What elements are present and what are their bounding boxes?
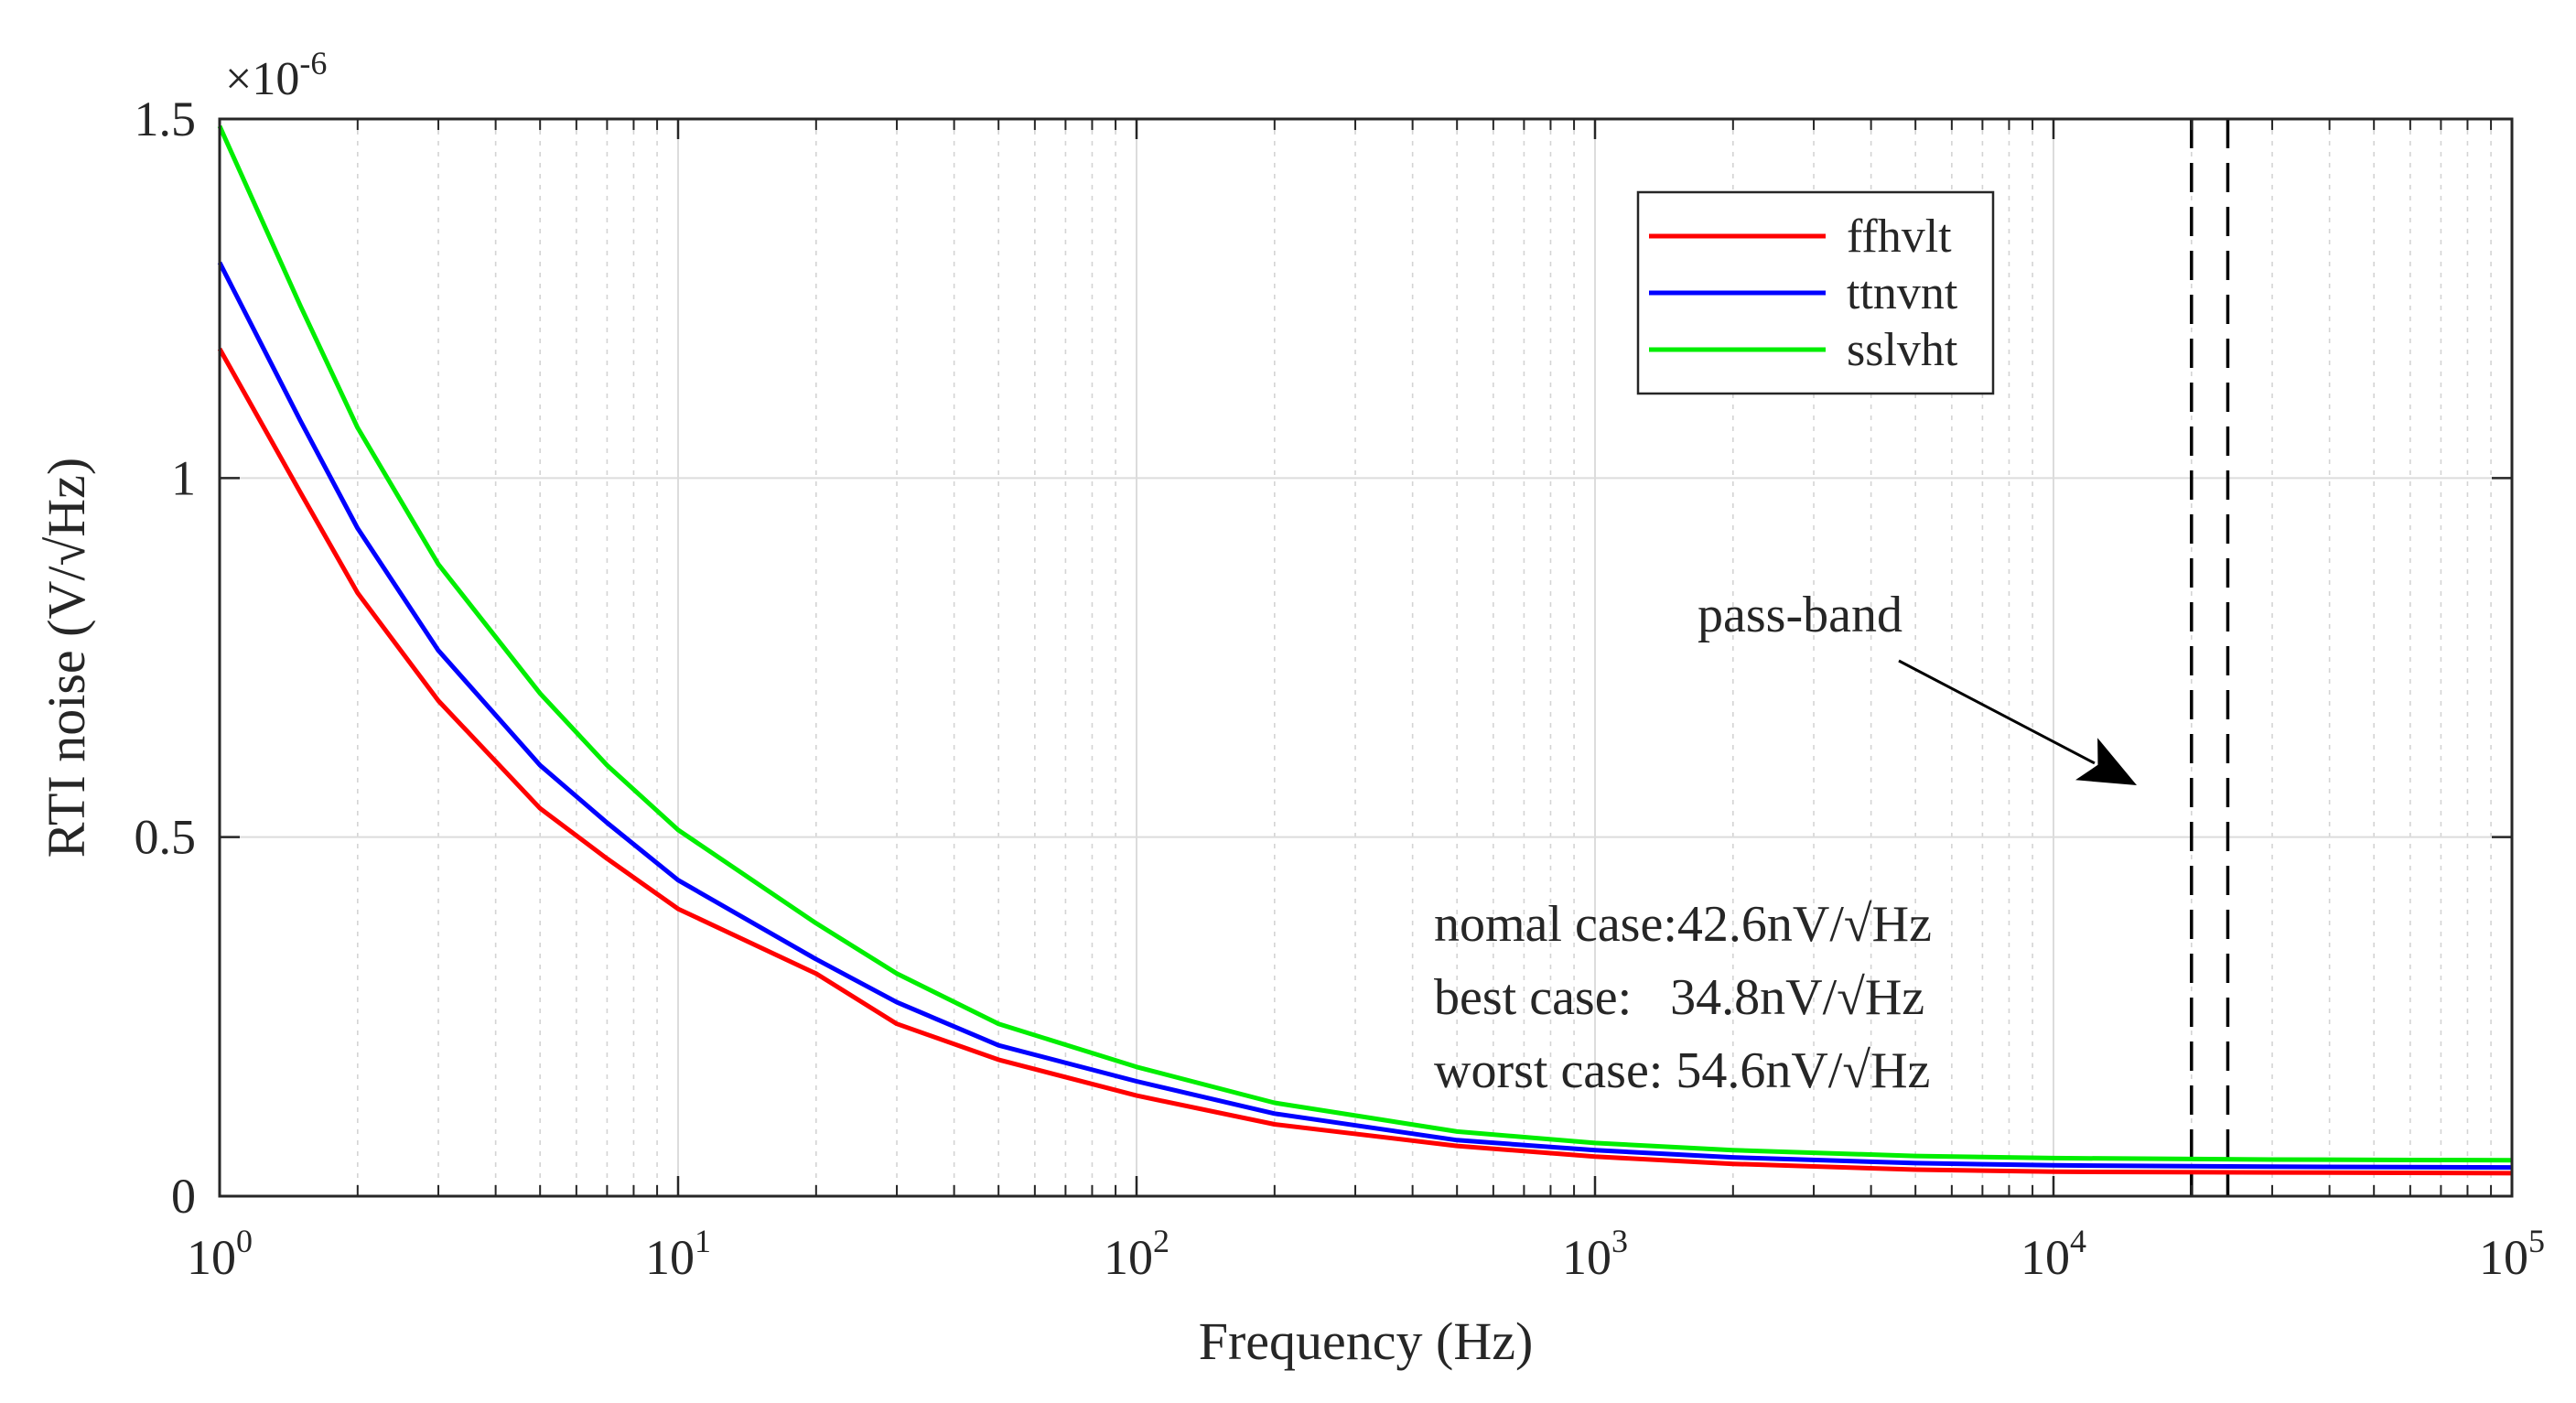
- y-axis-multiplier: ×10-6: [225, 45, 327, 105]
- y-tick-label: 0.5: [135, 810, 197, 865]
- x-tick-exponent: 1: [695, 1223, 711, 1259]
- noise-note-best: best case: 34.8nV/√Hz: [1434, 969, 1924, 1026]
- y-multiplier-exponent: -6: [299, 45, 327, 81]
- y-tick-label: 0: [171, 1169, 196, 1224]
- passband-arrow: [1898, 659, 2096, 765]
- y-axis-label: RTI noise (V/√Hz): [37, 458, 96, 858]
- annotations: pass-band nomal case:42.6nV/√Hz best cas…: [1434, 587, 2137, 1099]
- passband-arrow-head: [2075, 738, 2137, 785]
- plot-frame: [218, 117, 2514, 1198]
- series-line-ffhvlt: [217, 347, 2513, 1176]
- x-tick-label: 104: [2021, 1223, 2086, 1285]
- passband-label: pass-band: [1698, 587, 1902, 643]
- y-tick-label: 1.5: [135, 92, 197, 146]
- x-tick-label: 102: [1104, 1223, 1169, 1285]
- axis-ticks: [218, 117, 2514, 1198]
- series-lines: [217, 124, 2513, 1176]
- x-axis-label: Frequency (Hz): [1199, 1311, 1534, 1371]
- x-tick-exponent: 3: [1611, 1223, 1628, 1259]
- x-tick-base: 10: [1104, 1230, 1153, 1285]
- x-tick-label: 100: [187, 1223, 253, 1285]
- x-tick-label: 101: [645, 1223, 711, 1285]
- x-tick-exponent: 5: [2528, 1223, 2545, 1259]
- series-line-ttnvnt: [217, 261, 2513, 1171]
- grid: [219, 118, 2513, 1197]
- x-tick-base: 10: [1562, 1230, 1611, 1285]
- legend-label-sslvht: sslvht: [1847, 324, 1958, 376]
- noise-note-worst: worst case: 54.6nV/√Hz: [1434, 1042, 1930, 1099]
- x-tick-label: 103: [1562, 1223, 1628, 1285]
- x-tick-base: 10: [2479, 1230, 2528, 1285]
- x-tick-label: 105: [2479, 1223, 2545, 1285]
- legend-label-ttnvnt: ttnvnt: [1847, 267, 1958, 319]
- x-tick-base: 10: [187, 1230, 236, 1285]
- legend-label-ffhvlt: ffhvlt: [1847, 210, 1952, 263]
- x-tick-exponent: 2: [1153, 1223, 1169, 1259]
- x-tick-base: 10: [645, 1230, 695, 1285]
- noise-note-normal: nomal case:42.6nV/√Hz: [1434, 896, 1932, 953]
- x-tick-exponent: 4: [2070, 1223, 2086, 1259]
- y-multiplier-base: ×10: [225, 53, 299, 105]
- x-tick-base: 10: [2021, 1230, 2070, 1285]
- y-tick-label: 1: [171, 450, 196, 505]
- passband-lines: [2190, 119, 2230, 1196]
- x-tick-exponent: 0: [236, 1223, 253, 1259]
- series-line-sslvht: [217, 124, 2513, 1163]
